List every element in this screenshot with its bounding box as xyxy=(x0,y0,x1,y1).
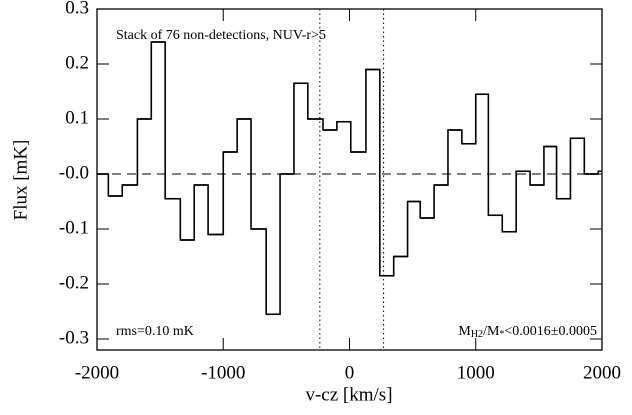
y-tick-label: 0.2 xyxy=(65,52,89,73)
annotation-part: /M xyxy=(483,324,500,339)
y-tick-label: -0.3 xyxy=(59,327,89,348)
y-tick-label: 0.1 xyxy=(65,107,89,128)
x-axis-label: v-cz [km/s] xyxy=(305,384,392,405)
x-tick-label: 1000 xyxy=(457,362,495,383)
y-tick-label: -0.0 xyxy=(59,162,89,183)
y-tick-label: -0.1 xyxy=(59,217,89,238)
annotation-part: M xyxy=(458,324,471,339)
annotation: rms=0.10 mK xyxy=(116,324,194,339)
annotation-part: H2 xyxy=(471,329,483,340)
y-tick-label: 0.3 xyxy=(65,0,89,18)
x-tick-label: 0 xyxy=(345,362,355,383)
x-tick-label: 2000 xyxy=(583,362,621,383)
y-tick-label: -0.2 xyxy=(59,272,89,293)
x-tick-label: -2000 xyxy=(75,362,119,383)
annotation: Stack of 76 non-detections, NUV-r>5 xyxy=(116,28,326,43)
spectrum-outline xyxy=(97,41,602,316)
x-tick-label: -1000 xyxy=(201,362,245,383)
y-axis-label: Flux [mK] xyxy=(10,140,31,221)
annotation-part: <0.0016±0.0005 xyxy=(504,324,597,339)
plot-frame xyxy=(96,8,603,351)
annotation-part: * xyxy=(499,329,504,340)
annotation: MH2/M*<0.0016±0.0005 xyxy=(458,324,597,340)
